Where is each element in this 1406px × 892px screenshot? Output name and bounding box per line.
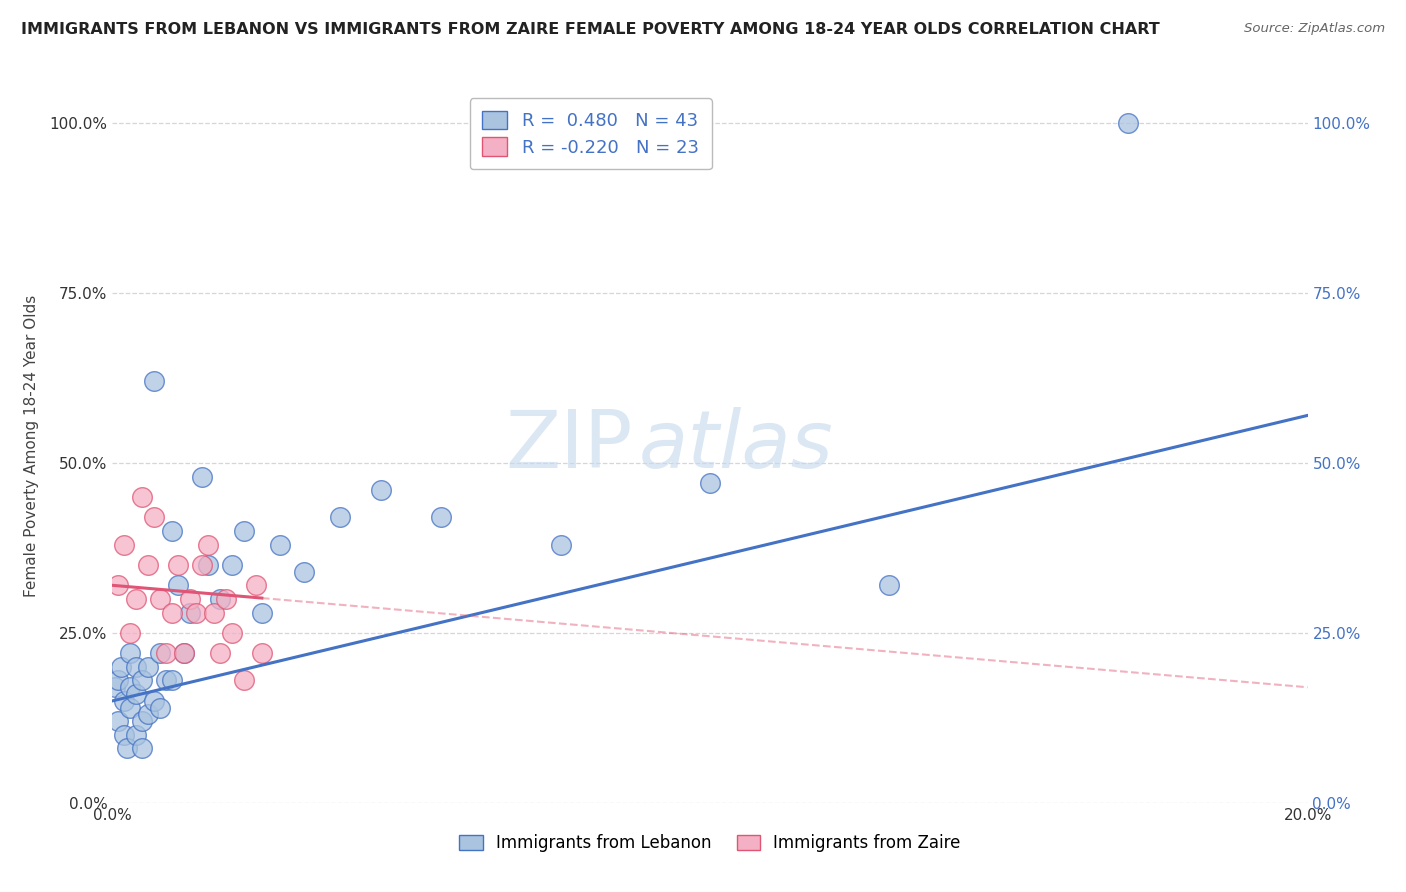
Point (104, 680, 127, 694)
Point (179, 606, 201, 620)
Point (215, 591, 238, 606)
Point (149, 591, 172, 606)
Point (149, 700, 172, 714)
Point (138, 707, 160, 722)
Point (329, 510, 352, 524)
Legend: Immigrants from Lebanon, Immigrants from Zaire: Immigrants from Lebanon, Immigrants from… (453, 828, 967, 859)
Point (191, 558, 214, 572)
Point (292, 565, 315, 579)
Point (202, 606, 225, 620)
Point (125, 591, 148, 606)
Point (179, 591, 201, 606)
Point (114, 728, 135, 742)
Point (550, 537, 572, 551)
Point (233, 673, 256, 688)
Point (110, 660, 132, 674)
Point (250, 646, 273, 660)
Point (699, 476, 721, 491)
Point (120, 700, 142, 714)
Point (120, 646, 142, 660)
Point (138, 660, 160, 674)
Point (162, 606, 183, 620)
Point (162, 524, 183, 538)
Point (149, 646, 172, 660)
Point (143, 510, 166, 524)
Point (162, 673, 183, 688)
Point (173, 646, 195, 660)
Point (186, 606, 208, 620)
Point (107, 714, 129, 729)
Point (117, 741, 139, 756)
Point (269, 537, 291, 551)
Point (209, 591, 232, 606)
Point (221, 558, 243, 572)
Point (209, 646, 232, 660)
Point (114, 694, 135, 708)
Point (233, 524, 256, 538)
Point (370, 483, 392, 498)
Text: IMMIGRANTS FROM LEBANON VS IMMIGRANTS FROM ZAIRE FEMALE POVERTY AMONG 18-24 YEAR: IMMIGRANTS FROM LEBANON VS IMMIGRANTS FR… (21, 22, 1160, 37)
Point (250, 606, 273, 620)
Point (191, 469, 214, 483)
Point (155, 673, 177, 688)
Point (131, 490, 153, 504)
Point (143, 375, 166, 389)
Point (107, 578, 129, 592)
Point (125, 687, 148, 701)
Y-axis label: Female Poverty Among 18-24 Year Olds: Female Poverty Among 18-24 Year Olds (24, 295, 38, 597)
Point (131, 741, 153, 756)
Point (120, 680, 142, 694)
Point (131, 673, 153, 688)
Point (125, 728, 148, 742)
Point (245, 578, 267, 592)
Point (155, 646, 177, 660)
Point (131, 714, 153, 729)
Text: ZIP: ZIP (505, 407, 633, 485)
Point (221, 626, 243, 640)
Point (107, 673, 129, 688)
Point (879, 578, 901, 592)
Point (197, 558, 219, 572)
Point (1118, 116, 1140, 130)
Point (167, 578, 190, 592)
Point (125, 660, 148, 674)
Text: atlas: atlas (638, 407, 834, 485)
Point (167, 558, 190, 572)
Point (143, 694, 166, 708)
Point (430, 510, 453, 524)
Point (114, 537, 135, 551)
Point (120, 626, 142, 640)
Point (138, 558, 160, 572)
Point (173, 646, 195, 660)
Text: Source: ZipAtlas.com: Source: ZipAtlas.com (1244, 22, 1385, 36)
Point (197, 537, 219, 551)
